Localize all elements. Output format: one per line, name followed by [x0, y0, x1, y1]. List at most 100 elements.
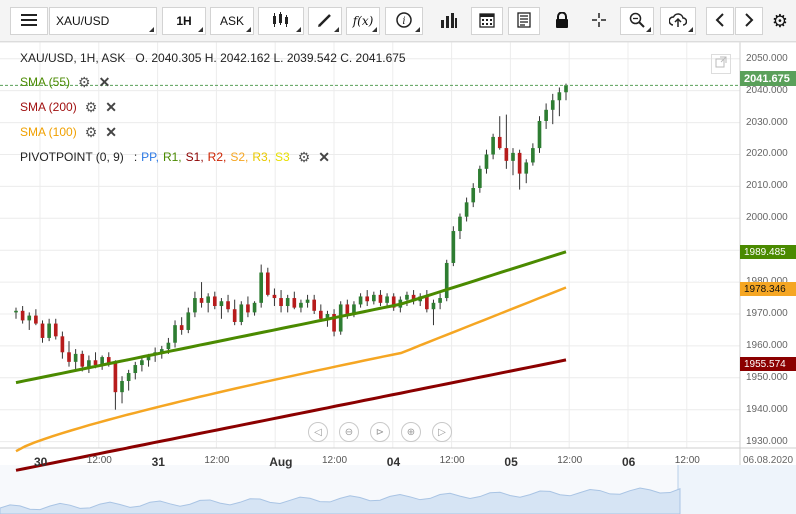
candle-body [279, 298, 283, 307]
zoom-in-button[interactable]: ⊕ [401, 422, 421, 442]
candle-body [305, 299, 310, 303]
price-tick-label: 1940.000 [746, 403, 788, 415]
sma55-settings-gear-icon[interactable]: ⚙ [78, 74, 91, 90]
volume-bars-icon [440, 12, 458, 31]
candle-body [212, 296, 217, 307]
candle-body [47, 323, 51, 338]
candle-body [478, 168, 482, 188]
candle-body [166, 342, 171, 350]
candle-body [338, 304, 343, 332]
pan-right-button[interactable]: ▷ [432, 422, 452, 442]
news-button[interactable] [508, 7, 540, 35]
candle-body [40, 323, 45, 338]
indicators-button[interactable]: f(x) [346, 7, 380, 35]
legend-sma100[interactable]: SMA (100) ⚙ ✕ [20, 124, 117, 140]
candle-body [365, 296, 370, 302]
sma100-label: SMA (100) [20, 125, 77, 139]
scroll-right-button[interactable] [735, 7, 763, 35]
candle-body [471, 187, 476, 203]
candle-body [378, 294, 383, 303]
gear-icon: ⚙ [771, 10, 789, 31]
drawing-tools-button[interactable] [308, 7, 342, 35]
candle-body [146, 355, 151, 361]
time-tick-label: 12:00 [557, 455, 583, 466]
candle-body [60, 336, 65, 353]
legend-pivotpoint[interactable]: PIVOTPOINT (0, 9) : PP, R1, S1, R2, S2, R3, S3… [20, 149, 330, 165]
maximize-button[interactable] [711, 54, 731, 74]
candle-body [318, 310, 323, 319]
candle-body [106, 357, 111, 364]
chart-type-button[interactable] [258, 7, 304, 35]
candle-body [113, 363, 118, 393]
pivot-remove-close-icon[interactable]: ✕ [318, 149, 331, 165]
candle-body [544, 109, 548, 121]
price-type-selector[interactable]: ASK [210, 7, 254, 35]
sma200-line [15, 358, 567, 472]
svg-text:i: i [402, 16, 405, 27]
time-tick-label: 12:00 [439, 455, 465, 466]
lock-button[interactable] [546, 7, 578, 35]
pivot-level-3: R2, [207, 150, 227, 164]
candle-body [557, 92, 562, 101]
time-tick-label: 12:00 [674, 455, 700, 466]
candle-body [385, 296, 389, 303]
scroll-left-button[interactable] [706, 7, 734, 35]
legend-sma55[interactable]: SMA (55) ⚙ ✕ [20, 74, 110, 90]
zoom-out-button[interactable]: ⊖ [339, 422, 359, 442]
candle-body [451, 231, 456, 263]
candle-body [497, 136, 502, 149]
sma100-remove-close-icon[interactable]: ✕ [105, 124, 117, 140]
pivot-level-1: R1, [162, 150, 182, 164]
navigator-volume-area [0, 487, 681, 514]
candle-body [219, 301, 224, 307]
candle-body [550, 100, 555, 110]
maximize-icon [715, 55, 727, 73]
crosshair-button[interactable] [583, 7, 615, 35]
time-tick-label: 12:00 [86, 455, 112, 466]
candle-body [126, 373, 131, 381]
candle-body [259, 272, 264, 303]
candle-body [246, 304, 250, 313]
reset-view-button[interactable]: ⊳ [370, 422, 390, 442]
candle-body [133, 365, 138, 374]
price-chart[interactable] [0, 42, 796, 514]
sma200-label: SMA (200) [20, 100, 77, 114]
candle-body [345, 304, 350, 314]
zoom-icon [629, 12, 645, 31]
settings-button[interactable]: ⚙ [766, 7, 794, 35]
zoom-button[interactable] [620, 7, 654, 35]
pivot-level-6: S3 [275, 150, 290, 164]
candle-body [67, 352, 71, 362]
candle-body [292, 298, 297, 308]
candle-body [173, 325, 177, 343]
sma100-settings-gear-icon[interactable]: ⚙ [84, 124, 98, 140]
candle-body [372, 294, 376, 302]
timeframe-label: 1H [176, 14, 192, 28]
price-tick-label: 2030.000 [746, 116, 788, 128]
sma200-settings-gear-icon[interactable]: ⚙ [84, 99, 98, 115]
legend-sma200[interactable]: SMA (200) ⚙ ✕ [20, 99, 117, 115]
sma200-remove-close-icon[interactable]: ✕ [105, 99, 117, 115]
candle-body [537, 120, 542, 149]
symbol-label: XAU/USD [56, 14, 110, 28]
calendar-button[interactable] [471, 7, 503, 35]
pan-left-button[interactable]: ◁ [308, 422, 328, 442]
upload-button[interactable] [660, 7, 696, 35]
candle-body [285, 298, 290, 307]
candle-body [517, 152, 522, 174]
volume-button[interactable] [432, 7, 466, 35]
menu-button[interactable] [10, 7, 48, 35]
cloud-upload-icon [668, 12, 688, 31]
pivot-level-5: R3, [252, 150, 272, 164]
time-tick-label: 05 [504, 455, 518, 469]
symbol-selector[interactable]: XAU/USD [49, 7, 157, 35]
candle-body [232, 309, 237, 322]
info-button[interactable]: i [385, 7, 423, 35]
pivot-settings-gear-icon[interactable]: ⚙ [297, 149, 311, 165]
candlestick-type-icon [271, 11, 291, 31]
timeframe-selector[interactable]: 1H [162, 7, 206, 35]
sma55-remove-close-icon[interactable]: ✕ [98, 74, 111, 90]
calendar-icon [479, 12, 495, 31]
reset-icon: ⊳ [375, 426, 385, 438]
candle-body [193, 298, 197, 313]
